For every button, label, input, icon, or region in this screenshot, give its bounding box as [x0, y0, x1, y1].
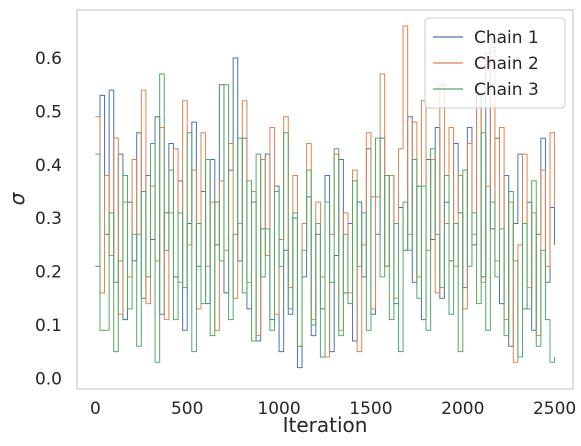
legend: Chain 1 Chain 2 Chain 3 [424, 17, 566, 109]
plot-frame [76, 9, 574, 390]
x-axis: 0 500 1000 1500 2000 2500 [90, 399, 576, 419]
legend-label-chain-3: Chain 3 [474, 80, 539, 100]
x-tick-label: 1500 [349, 399, 392, 419]
y-tick-label: 0.2 [35, 263, 62, 283]
y-tick-label: 0.3 [35, 209, 62, 229]
y-tick-label: 0.4 [35, 156, 62, 176]
x-tick-label: 500 [171, 399, 203, 419]
x-tick-label: 1000 [257, 399, 300, 419]
x-axis-label: Iteration [283, 413, 368, 437]
y-axis-label: σ [5, 191, 29, 205]
legend-box [424, 17, 566, 109]
legend-label-chain-1: Chain 1 [474, 28, 539, 48]
y-tick-label: 0.6 [35, 49, 62, 69]
x-tick-label: 0 [90, 399, 101, 419]
y-tick-label: 0.1 [35, 316, 62, 336]
x-tick-label: 2500 [533, 399, 576, 419]
x-tick-label: 2000 [441, 399, 484, 419]
series-line-chain-3 [95, 73, 555, 363]
y-tick-label: 0.5 [35, 102, 62, 122]
y-tick-label: 0.0 [35, 369, 62, 389]
y-axis: 0.0 0.1 0.2 0.3 0.4 0.5 0.6 [35, 49, 62, 389]
legend-label-chain-2: Chain 2 [474, 54, 539, 74]
